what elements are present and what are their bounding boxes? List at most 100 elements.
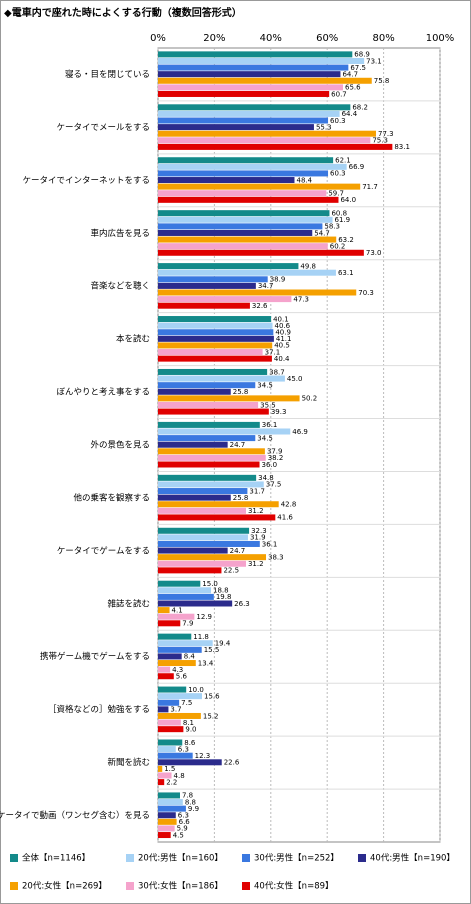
bar bbox=[158, 249, 364, 256]
bar bbox=[158, 296, 292, 303]
bar bbox=[158, 64, 349, 71]
bar bbox=[158, 587, 212, 594]
value-label: 15.6 bbox=[204, 692, 220, 700]
category-label: 寝る・目を閉じている bbox=[65, 69, 150, 80]
value-label: 32.6 bbox=[252, 302, 268, 310]
value-label: 60.3 bbox=[330, 170, 346, 178]
bar bbox=[158, 547, 228, 554]
bar bbox=[158, 488, 248, 495]
bar bbox=[158, 177, 295, 184]
value-label: 4.5 bbox=[173, 831, 184, 839]
bar bbox=[158, 805, 186, 812]
legend-label: 40代:男性【n=190】 bbox=[370, 853, 455, 864]
value-label: 4.1 bbox=[172, 606, 183, 614]
value-label: 47.3 bbox=[293, 295, 309, 303]
value-label: 8.1 bbox=[183, 719, 194, 727]
value-label: 9.9 bbox=[188, 805, 199, 813]
bar bbox=[158, 739, 183, 746]
bar bbox=[158, 600, 233, 607]
legend-swatch bbox=[10, 882, 18, 890]
bar bbox=[158, 719, 181, 726]
bar bbox=[158, 157, 334, 164]
bar bbox=[158, 382, 256, 389]
value-label: 60.7 bbox=[331, 90, 347, 98]
category-label: ケータイでメールをする bbox=[56, 123, 150, 133]
value-label: 77.3 bbox=[378, 130, 394, 138]
bar bbox=[158, 210, 330, 217]
value-label: 75.8 bbox=[374, 77, 390, 85]
value-label: 36.1 bbox=[262, 540, 278, 548]
x-tick-label: 20% bbox=[203, 33, 225, 44]
value-label: 37.1 bbox=[265, 348, 281, 356]
value-label: 10.0 bbox=[188, 686, 204, 694]
value-label: 83.1 bbox=[394, 143, 410, 151]
bar bbox=[158, 90, 330, 97]
bar bbox=[158, 435, 256, 442]
value-label: 1.5 bbox=[164, 765, 175, 773]
bar bbox=[158, 401, 259, 408]
value-label: 3.7 bbox=[170, 706, 181, 714]
legend-label: 20代:女性【n=269】 bbox=[22, 881, 107, 892]
bar bbox=[158, 368, 268, 375]
value-label: 26.3 bbox=[234, 600, 250, 608]
bar bbox=[158, 514, 276, 521]
bar bbox=[158, 428, 291, 435]
value-label: 63.2 bbox=[338, 236, 354, 244]
category-label: ぼんやりと考え事をする bbox=[56, 387, 150, 398]
value-label: 24.7 bbox=[230, 441, 246, 449]
bar bbox=[158, 137, 371, 144]
value-label: 38.2 bbox=[268, 454, 284, 462]
bar bbox=[158, 183, 361, 190]
value-label: 46.9 bbox=[292, 428, 308, 436]
value-label: 5.6 bbox=[176, 673, 188, 681]
bar bbox=[158, 494, 231, 501]
value-label: 6.3 bbox=[178, 812, 189, 820]
value-label: 60.8 bbox=[331, 209, 347, 217]
bar bbox=[158, 779, 165, 786]
bar bbox=[158, 375, 285, 382]
bar bbox=[158, 640, 213, 647]
category-label: 雑誌を読む bbox=[107, 598, 150, 609]
bar bbox=[158, 765, 163, 772]
value-label: 7.5 bbox=[181, 699, 192, 707]
value-label: 9.0 bbox=[185, 725, 196, 733]
bar bbox=[158, 560, 246, 567]
value-label: 39.3 bbox=[271, 408, 287, 416]
category-label: 音楽などを聴く bbox=[90, 281, 150, 292]
bar bbox=[158, 329, 274, 336]
value-label: 61.9 bbox=[335, 216, 351, 224]
value-label: 68.2 bbox=[352, 104, 368, 112]
category-label: ［資格などの］勉強をする bbox=[48, 704, 150, 715]
value-label: 40.4 bbox=[274, 355, 290, 363]
legend-swatch bbox=[358, 854, 366, 862]
value-label: 60.3 bbox=[330, 117, 346, 125]
bar bbox=[158, 77, 372, 84]
bar bbox=[158, 196, 339, 203]
bar bbox=[158, 276, 268, 283]
value-label: 15.5 bbox=[204, 646, 220, 654]
value-label: 25.8 bbox=[233, 494, 249, 502]
bar bbox=[158, 593, 214, 600]
x-tick-label: 100% bbox=[426, 33, 455, 44]
value-label: 7.8 bbox=[182, 792, 193, 800]
bar bbox=[158, 660, 196, 667]
x-tick-label: 60% bbox=[316, 33, 338, 44]
value-label: 36.1 bbox=[262, 421, 278, 429]
value-label: 6.3 bbox=[178, 745, 189, 753]
value-label: 64.7 bbox=[342, 70, 358, 78]
bar bbox=[158, 355, 272, 362]
value-label: 22.5 bbox=[223, 567, 239, 575]
bar bbox=[158, 746, 176, 753]
bar bbox=[158, 349, 263, 356]
bar bbox=[158, 163, 347, 170]
value-label: 38.7 bbox=[269, 368, 285, 376]
value-label: 12.3 bbox=[195, 752, 211, 760]
bar bbox=[158, 474, 257, 481]
value-label: 31.2 bbox=[248, 560, 264, 568]
value-label: 5.9 bbox=[177, 825, 188, 833]
bar bbox=[158, 461, 260, 468]
value-label: 22.6 bbox=[224, 759, 240, 767]
bar bbox=[158, 832, 171, 839]
bar bbox=[158, 216, 333, 223]
legend-swatch bbox=[242, 854, 250, 862]
